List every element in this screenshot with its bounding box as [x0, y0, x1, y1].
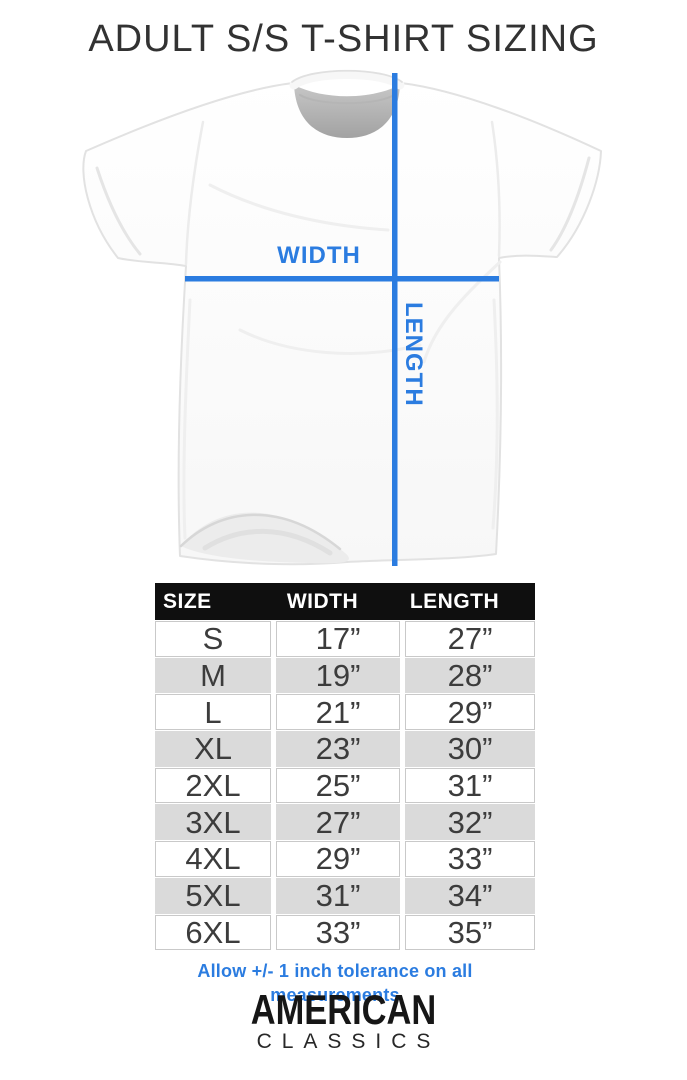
cell-width: 33” [276, 914, 400, 951]
cell-width: 25” [276, 767, 400, 804]
hem-fold-curl [202, 528, 333, 556]
column-header-width: WIDTH [286, 589, 359, 613]
cell-length: 30” [405, 731, 535, 767]
cell-width: 31” [276, 877, 400, 914]
cell-size: 2XL [155, 767, 271, 804]
tolerance-note: Allow +/- 1 inch tolerance on all measur… [197, 961, 473, 1005]
tshirt-diagram-graphic [82, 69, 602, 566]
cell-length: 31” [405, 767, 535, 804]
width-measure-line [185, 276, 499, 282]
brand-name: AMERICAN [250, 986, 437, 1033]
length-measure-line [392, 73, 398, 566]
table-row: S 17” 27” [155, 621, 535, 657]
page-title: ADULT S/S T-SHIRT SIZING [88, 18, 599, 60]
cell-width: 23” [276, 731, 400, 767]
cell-length: 32” [405, 804, 535, 841]
table-row: XL 23” 30” [155, 731, 535, 767]
cell-length: 35” [405, 914, 535, 951]
size-table-header: SIZE WIDTH LENGTH [155, 583, 535, 620]
tshirt-silhouette [82, 74, 602, 566]
cuff-seams [95, 156, 591, 256]
cell-width: 21” [276, 694, 400, 731]
cell-width: 29” [276, 841, 400, 877]
cell-size: 3XL [155, 804, 271, 841]
table-row: 5XL 31” 34” [155, 877, 535, 914]
table-row: 3XL 27” 32” [155, 804, 535, 841]
table-row: M 19” 28” [155, 657, 535, 694]
cell-size: 5XL [155, 877, 271, 914]
cell-width: 27” [276, 804, 400, 841]
table-row: 2XL 25” 31” [155, 767, 535, 804]
brand-subname: CLASSICS [256, 1030, 441, 1053]
table-row: 4XL 29” 33” [155, 841, 535, 877]
length-measure-label: LENGTH [400, 302, 427, 407]
cell-width: 19” [276, 657, 400, 694]
size-table: SIZE WIDTH LENGTH S 17” 27” M 19” 28” L … [155, 583, 535, 951]
cell-width: 17” [276, 621, 400, 657]
cell-size: 6XL [155, 914, 271, 951]
wrinkle-lines [182, 183, 502, 540]
cell-size: 4XL [155, 841, 271, 877]
cell-length: 33” [405, 841, 535, 877]
cell-size: M [155, 657, 271, 694]
cell-size: L [155, 694, 271, 731]
collar-under-shadow [299, 94, 395, 105]
table-row: L 21” 29” [155, 694, 535, 731]
collar-opening [294, 85, 400, 138]
column-header-length: LENGTH [409, 589, 500, 613]
armhole-seams [184, 120, 501, 266]
cell-length: 27” [405, 621, 535, 657]
column-header-size: SIZE [163, 589, 212, 613]
brand-logo: AMERICAN CLASSICS [0, 986, 687, 1054]
table-row: 6XL 33” 35” [155, 914, 535, 951]
cell-length: 28” [405, 657, 535, 694]
width-measure-label: WIDTH [277, 242, 361, 269]
hem-fold-shadow [179, 513, 342, 551]
cell-length: 29” [405, 694, 535, 731]
cell-size: S [155, 621, 271, 657]
cell-size: XL [155, 731, 271, 767]
hem-fold [181, 512, 349, 564]
cell-length: 34” [405, 877, 535, 914]
